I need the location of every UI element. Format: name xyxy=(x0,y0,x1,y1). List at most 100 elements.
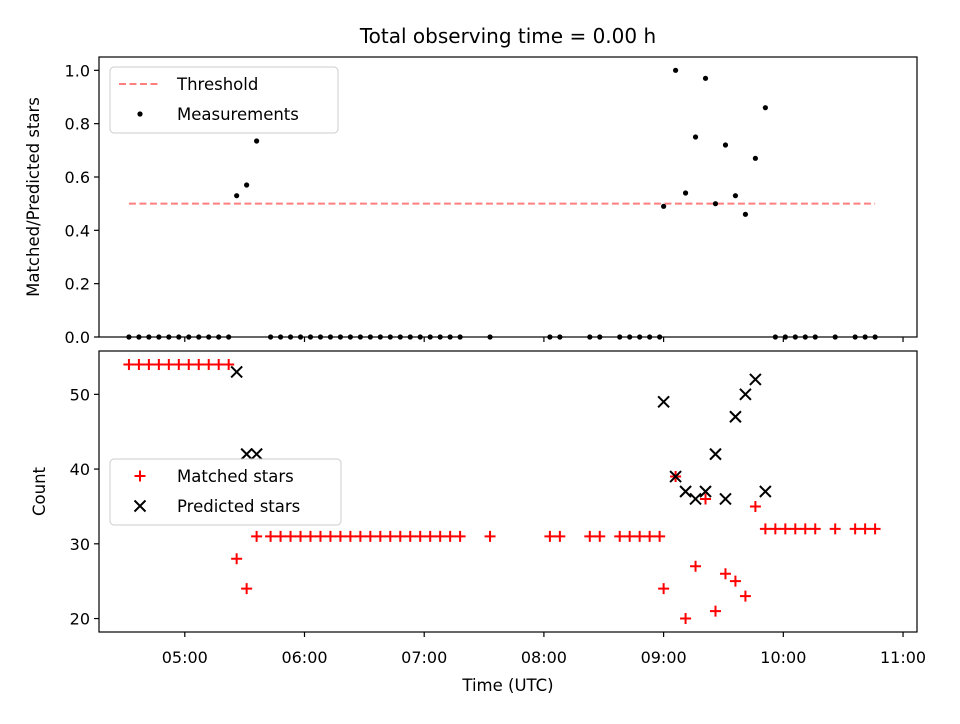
matched-stars-point xyxy=(324,530,336,542)
top-y-axis-label: Matched/Predicted stars xyxy=(24,97,43,297)
measurements-point xyxy=(692,134,699,140)
x-tick-label: 09:00 xyxy=(641,648,687,667)
predicted-stars-point xyxy=(669,470,682,483)
matched-stars-point xyxy=(434,530,446,542)
matched-stars-point xyxy=(700,493,712,505)
predicted-stars-point xyxy=(719,492,732,506)
predicted-stars-point xyxy=(709,447,722,461)
matched-stars-point xyxy=(869,523,881,535)
top-legend: Threshold Measurements xyxy=(109,66,339,134)
matched-stars-point xyxy=(424,530,436,542)
matched-stars-point xyxy=(354,530,366,542)
predicted-stars-point xyxy=(679,485,692,498)
bottom-y-tick-label: 50 xyxy=(70,385,90,404)
measurements-point xyxy=(762,105,768,111)
bottom-y-tick-label: 20 xyxy=(70,610,90,629)
legend-matched-stars-swatch xyxy=(134,470,146,482)
top-y-tick-label: 0.8 xyxy=(65,115,90,134)
matched-stars-point xyxy=(285,530,297,542)
predicted-stars-point xyxy=(657,395,670,409)
matched-stars-point xyxy=(624,530,636,542)
matched-stars-point xyxy=(614,530,626,542)
top-y-tick-label: 0.6 xyxy=(65,168,90,187)
measurements-point xyxy=(712,201,719,207)
matched-stars-point xyxy=(143,358,155,370)
matched-stars-point xyxy=(759,523,771,535)
measurements-point xyxy=(682,190,689,196)
matched-stars-point xyxy=(829,523,841,535)
x-tick-label: 07:00 xyxy=(401,648,447,667)
matched-stars-point xyxy=(183,358,195,370)
matched-stars-point xyxy=(709,605,721,617)
matched-stars-point xyxy=(584,530,596,542)
bottom-legend: Matched stars Predicted stars xyxy=(109,458,342,526)
matched-stars-point xyxy=(799,523,811,535)
measurements-point xyxy=(244,182,250,188)
matched-stars-point xyxy=(193,358,205,370)
matched-stars-point xyxy=(364,530,376,542)
matched-stars-point xyxy=(265,530,277,542)
matched-stars-point xyxy=(719,568,731,580)
matched-stars-point xyxy=(163,358,175,370)
x-axis-label: Time (UTC) xyxy=(461,676,553,695)
bottom-y-tick-label: 30 xyxy=(70,535,90,554)
matched-stars-point xyxy=(594,530,606,542)
bottom-legend-box xyxy=(109,458,342,526)
matched-stars-point xyxy=(241,583,253,595)
measurements-point xyxy=(742,211,749,217)
matched-stars-point xyxy=(414,530,426,542)
matched-stars-point xyxy=(374,530,386,542)
matched-stars-point xyxy=(223,358,235,370)
measurements-point xyxy=(752,155,758,161)
legend-measurements-swatch xyxy=(137,111,143,117)
measurements-point xyxy=(254,138,260,144)
matched-stars-point xyxy=(251,530,263,542)
matched-stars-point xyxy=(680,613,692,625)
matched-stars-point xyxy=(304,530,316,542)
bottom-y-tick-label: 40 xyxy=(70,460,90,479)
top-y-tick-label: 0.0 xyxy=(65,328,90,347)
matched-stars-point xyxy=(779,523,791,535)
bottom-axes-frame xyxy=(98,350,918,633)
matched-stars-point xyxy=(203,358,215,370)
x-tick-label: 06:00 xyxy=(281,648,327,667)
matched-stars-point xyxy=(484,530,496,542)
matched-stars-point xyxy=(789,523,801,535)
predicted-stars-point xyxy=(739,388,752,401)
matched-stars-point xyxy=(404,530,416,542)
predicted-stars-point xyxy=(689,492,702,506)
matched-stars-point xyxy=(739,590,751,602)
matched-stars-point xyxy=(690,560,702,572)
measurements-point xyxy=(722,142,729,148)
measurements-point xyxy=(702,75,709,81)
matched-stars-point xyxy=(454,530,466,542)
matched-stars-point xyxy=(384,530,396,542)
matched-stars-point xyxy=(275,530,287,542)
matched-stars-point xyxy=(749,500,761,512)
chart-title: Total observing time = 0.00 h xyxy=(359,24,656,48)
matched-stars-point xyxy=(314,530,326,542)
matched-stars-point xyxy=(658,583,670,595)
matched-stars-point xyxy=(295,530,307,542)
legend-label: Predicted stars xyxy=(177,497,300,516)
matched-stars-point xyxy=(809,523,821,535)
matched-stars-point xyxy=(394,530,406,542)
legend-label: Threshold xyxy=(176,75,258,94)
x-tick-label: 11:00 xyxy=(880,648,926,667)
top-axes-frame xyxy=(98,56,918,338)
top-legend-box xyxy=(109,66,339,134)
matched-stars-point xyxy=(859,523,871,535)
x-tick-label: 08:00 xyxy=(521,648,567,667)
matched-stars-point xyxy=(213,358,225,370)
x-tick-label: 10:00 xyxy=(760,648,806,667)
matched-stars-point xyxy=(153,358,165,370)
x-tick-label: 05:00 xyxy=(162,648,208,667)
matched-stars-point xyxy=(849,523,861,535)
matched-stars-point xyxy=(334,530,346,542)
matched-stars-point xyxy=(123,358,135,370)
predicted-stars-point xyxy=(749,373,762,386)
matched-stars-point xyxy=(133,358,145,370)
top-y-tick-label: 0.4 xyxy=(65,221,90,240)
measurements-point xyxy=(672,67,679,73)
